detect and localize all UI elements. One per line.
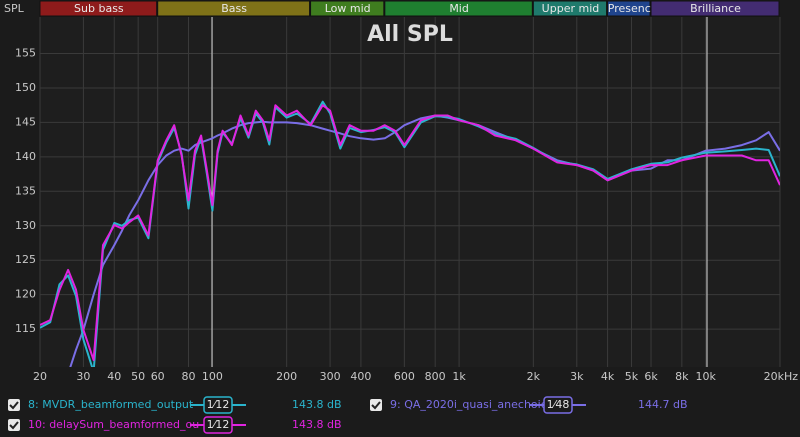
band-label: Sub bass — [74, 2, 124, 15]
band — [607, 0, 651, 17]
band — [310, 0, 385, 17]
x-tick-label: 50 — [131, 370, 145, 383]
x-tick-label: 3k — [570, 370, 584, 383]
legend-label: 9: QA_2020i_quasi_anechoic — [390, 398, 547, 411]
x-tick-label: 10k — [696, 370, 717, 383]
band-label: Bass — [221, 2, 247, 15]
series-line — [40, 104, 780, 362]
x-tick-label: 100 — [202, 370, 223, 383]
y-tick-label: 155 — [15, 47, 36, 60]
y-tick-label: 125 — [15, 253, 36, 266]
legend-level: 143.8 dB — [292, 418, 342, 431]
checkbox-check[interactable] — [371, 401, 381, 410]
smoothing-box[interactable] — [203, 416, 233, 434]
y-axis-label: SPL — [4, 2, 25, 15]
smoothing-label[interactable]: 1⁄12 — [207, 418, 230, 431]
x-tick-label: 4k — [601, 370, 615, 383]
x-tick-label: 5k — [625, 370, 639, 383]
y-tick-label: 130 — [15, 219, 36, 232]
band — [384, 0, 533, 17]
checkbox-check[interactable] — [9, 421, 19, 430]
y-tick-label: 150 — [15, 81, 36, 94]
x-tick-label: 6k — [644, 370, 658, 383]
x-tick-label: 800 — [425, 370, 446, 383]
x-tick-label: 30 — [76, 370, 90, 383]
checkbox[interactable] — [8, 419, 20, 431]
y-tick-label: 145 — [15, 115, 36, 128]
x-tick-label: 60 — [151, 370, 165, 383]
band-label: Presenc — [608, 2, 651, 15]
x-tick-label: 600 — [394, 370, 415, 383]
x-tick-label: 1k — [452, 370, 466, 383]
x-tick-label: 20 — [33, 370, 47, 383]
legend-label: 10: delaySum_beamformed_ou — [28, 418, 199, 431]
x-tick-label: 300 — [320, 370, 341, 383]
band-label: Low mid — [325, 2, 371, 15]
band-label: Brilliance — [690, 2, 741, 15]
chart-title: All SPL — [367, 22, 453, 47]
y-tick-label: 120 — [15, 288, 36, 301]
band — [532, 0, 608, 17]
band — [650, 0, 780, 17]
band — [39, 0, 158, 17]
smoothing-box[interactable] — [543, 396, 573, 414]
y-tick-label: 140 — [15, 150, 36, 163]
checkbox[interactable] — [370, 399, 382, 411]
x-tick-label: 2k — [527, 370, 541, 383]
y-tick-label: 135 — [15, 184, 36, 197]
band — [157, 0, 311, 17]
legend-label: 8: MVDR_beamformed_output — [28, 398, 194, 411]
y-tick-label: 115 — [15, 322, 36, 335]
smoothing-box[interactable] — [203, 396, 233, 414]
x-tick-label: 400 — [350, 370, 371, 383]
x-tick-label: 20kHz — [764, 370, 799, 383]
band-label: Mid — [449, 2, 469, 15]
smoothing-label[interactable]: 1⁄12 — [207, 398, 230, 411]
x-tick-label: 40 — [107, 370, 121, 383]
legend-level: 144.7 dB — [638, 398, 688, 411]
checkbox-check[interactable] — [9, 401, 19, 410]
checkbox[interactable] — [8, 399, 20, 411]
x-tick-label: 8k — [675, 370, 689, 383]
smoothing-label[interactable]: 1⁄48 — [547, 398, 570, 411]
x-tick-label: 200 — [276, 370, 297, 383]
legend-level: 143.8 dB — [292, 398, 342, 411]
x-tick-label: 80 — [182, 370, 196, 383]
band-label: Upper mid — [542, 2, 600, 15]
plot-area — [40, 17, 780, 367]
